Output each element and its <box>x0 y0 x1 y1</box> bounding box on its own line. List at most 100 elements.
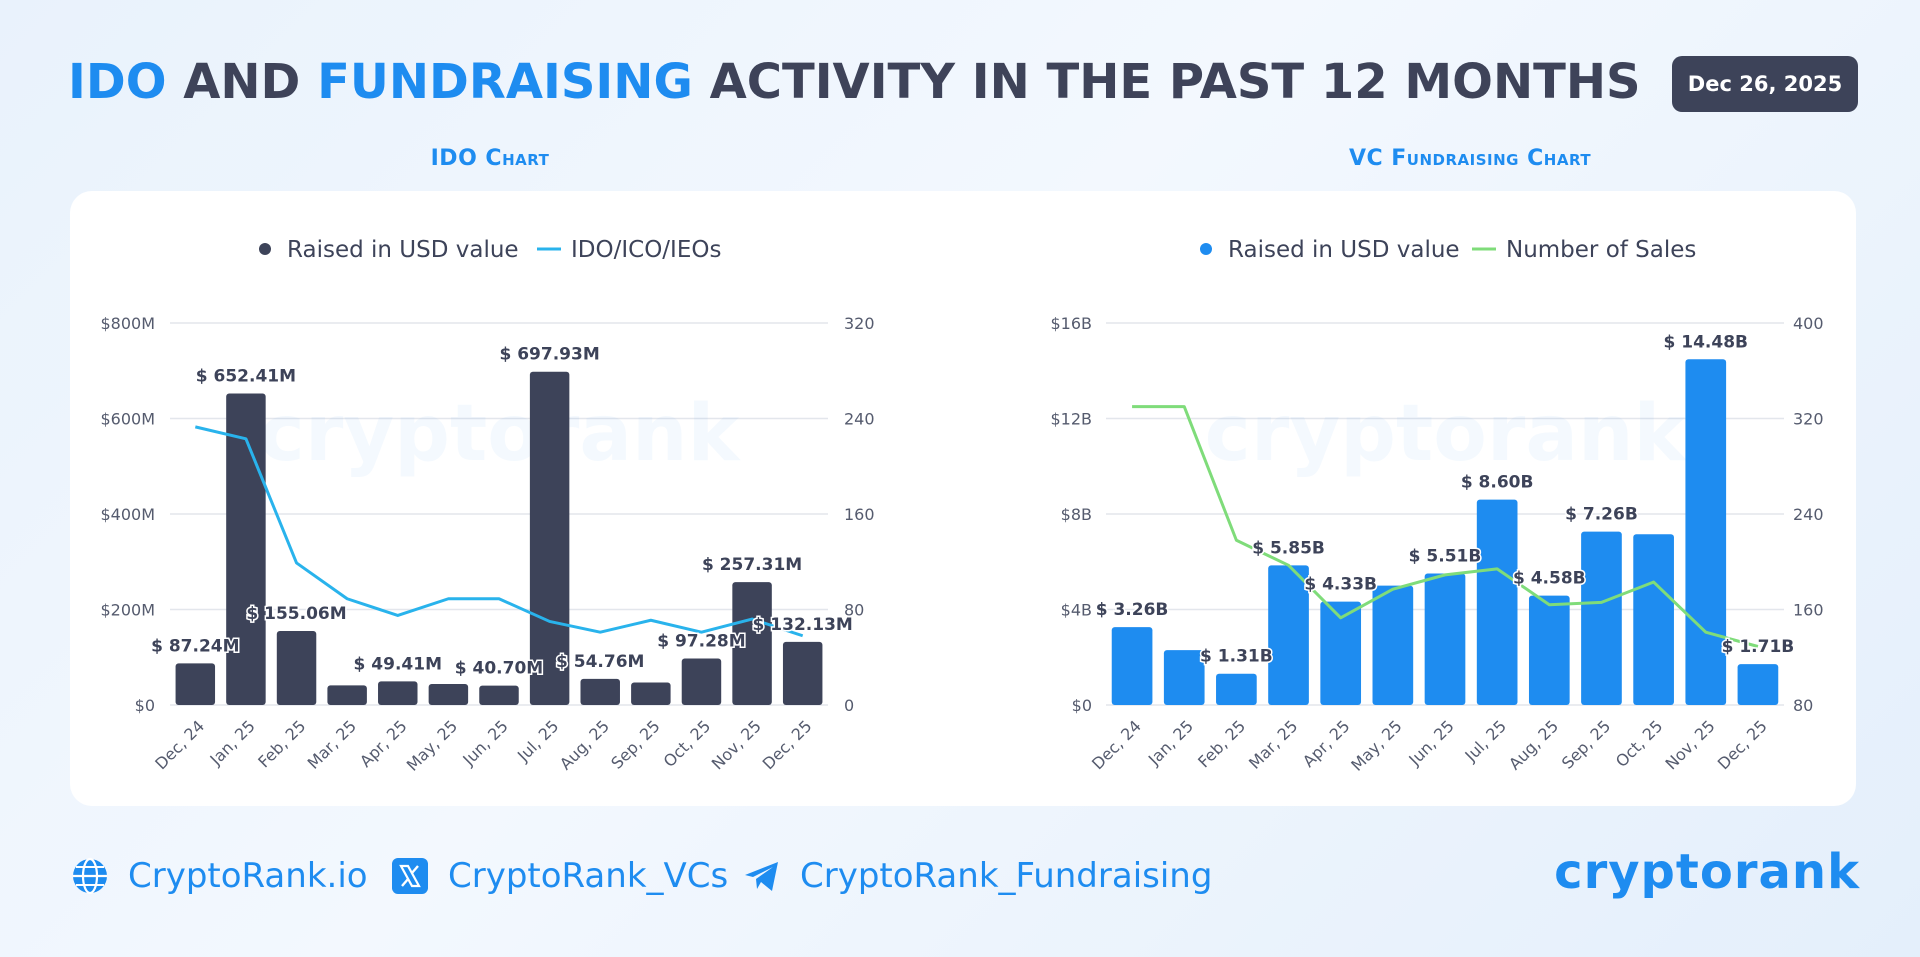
vc-category-label: Apr, 25 <box>1299 716 1354 771</box>
x-twitter-icon <box>392 858 428 894</box>
vc-right-tick: 320 <box>1793 410 1824 429</box>
vc-right-tick: 80 <box>1793 696 1813 715</box>
vc-bar <box>1163 650 1205 705</box>
ido-legend-dot <box>259 243 271 255</box>
vc-category-label: Oct, 25 <box>1612 716 1667 771</box>
vc-category-label: Sep, 25 <box>1558 716 1614 772</box>
ido-left-tick: $800M <box>100 314 155 333</box>
title-part-ido: IDO <box>68 54 167 110</box>
ido-bar <box>681 658 722 705</box>
vc-left-tick: $8B <box>1061 505 1092 524</box>
ido-left-tick: $0 <box>135 696 155 715</box>
vc-category-label: Jul, 25 <box>1461 716 1510 765</box>
vc-bar <box>1372 585 1414 705</box>
vc-data-label: $ 5.51B <box>1409 546 1482 566</box>
ido-data-label: $ 49.41M <box>354 654 442 674</box>
ido-right-tick: 0 <box>844 696 854 715</box>
ido-chart-title: IDO Chart <box>430 146 550 171</box>
vc-data-label: $ 4.58B <box>1513 569 1586 589</box>
ido-bar <box>580 678 620 705</box>
cryptorank-logo: cryptorank <box>1554 844 1860 900</box>
title-part-and: AND <box>166 54 318 110</box>
ido-data-label: $ 257.31M <box>702 555 802 575</box>
ido-data-label: $ 155.06M <box>246 604 346 624</box>
ido-legend-bars: Raised in USD value <box>287 237 519 263</box>
vc-bar <box>1476 499 1518 705</box>
footer-twitter-link[interactable]: CryptoRank_VCs <box>390 852 728 900</box>
ido-category-label: Oct, 25 <box>660 716 715 771</box>
telegram-icon <box>745 862 778 891</box>
vc-data-label: $ 4.33B <box>1304 575 1377 595</box>
ido-series-line <box>194 425 804 638</box>
vc-bar <box>1737 664 1779 705</box>
ido-bar <box>529 371 570 705</box>
vc-chart-title: VC Fundraising Chart <box>1348 146 1592 171</box>
vc-data-label: $ 7.26B <box>1565 505 1638 525</box>
title-part-fundraising: FUNDRAISING <box>317 54 693 110</box>
vc-category-label: Mar, 25 <box>1245 716 1301 772</box>
ido-bar <box>732 582 772 705</box>
vc-bar <box>1424 573 1466 705</box>
date-badge: Dec 26, 2025 <box>1672 56 1858 112</box>
ido-bar <box>428 683 469 705</box>
ido-data-label: $ 87.24M <box>151 636 239 656</box>
ido-bar <box>327 685 367 705</box>
ido-data-label: $ 652.41M <box>196 366 296 386</box>
ido-data-label: $ 54.76M <box>556 652 644 672</box>
vc-watermark: cryptorank <box>1205 389 1688 479</box>
vc-right-tick: 240 <box>1793 505 1824 524</box>
ido-category-label: May, 25 <box>403 716 461 774</box>
vc-bar <box>1528 595 1570 705</box>
ido-data-label: $ 97.28M <box>657 632 745 652</box>
ido-category-label: Dec, 24 <box>151 716 208 773</box>
ido-bar <box>276 630 317 705</box>
footer-twitter-label: CryptoRank_VCs <box>448 856 729 896</box>
vc-left-tick: $0 <box>1072 696 1092 715</box>
ido-category-label: Sep, 25 <box>607 716 663 772</box>
ido-left-tick: $200M <box>100 601 155 620</box>
ido-legend-line: IDO/ICO/IEOs <box>571 237 721 263</box>
globe-icon <box>73 857 107 895</box>
footer-telegram-link[interactable]: CryptoRank_Fundraising <box>742 852 1212 900</box>
vc-data-label: $ 3.26B <box>1096 600 1169 620</box>
ido-category-label: Jul, 25 <box>513 716 562 765</box>
title-part-rest: ACTIVITY IN THE PAST 12 MONTHS <box>692 54 1641 110</box>
footer-telegram-label: CryptoRank_Fundraising <box>800 856 1213 896</box>
vc-data-label: $ 5.85B <box>1252 538 1325 558</box>
footer-site-link[interactable]: CryptoRank.io <box>70 852 368 900</box>
ido-bar <box>631 682 671 705</box>
ido-category-label: Mar, 25 <box>304 716 360 772</box>
vc-category-label: Jun, 25 <box>1404 716 1457 769</box>
vc-series-line <box>1132 405 1759 648</box>
ido-left-tick: $400M <box>100 505 155 524</box>
vc-right-tick: 400 <box>1793 314 1824 333</box>
vc-left-tick: $16B <box>1050 314 1092 333</box>
vc-bar <box>1633 534 1674 705</box>
ido-category-label: Aug, 25 <box>556 716 613 773</box>
vc-legend-bars: Raised in USD value <box>1228 237 1460 263</box>
vc-left-tick: $4B <box>1061 601 1092 620</box>
vc-category-label: Aug, 25 <box>1505 716 1562 773</box>
vc-bar <box>1320 601 1362 705</box>
ido-data-label: $ 697.93M <box>499 345 599 365</box>
vc-category-label: Feb, 25 <box>1194 716 1249 771</box>
ido-right-tick: 160 <box>844 505 875 524</box>
vc-bar <box>1111 627 1153 705</box>
vc-legend-line: Number of Sales <box>1506 237 1696 263</box>
vc-data-label: $ 1.31B <box>1200 647 1273 667</box>
ido-bar <box>782 641 823 705</box>
vc-left-tick: $12B <box>1050 410 1092 429</box>
vc-category-label: Nov, 25 <box>1661 716 1718 773</box>
ido-bar <box>175 663 216 705</box>
page-title: IDO AND FUNDRAISING ACTIVITY IN THE PAST… <box>68 50 1641 114</box>
vc-bar <box>1216 673 1257 705</box>
ido-category-label: Nov, 25 <box>708 716 765 773</box>
ido-category-label: Apr, 25 <box>356 716 411 771</box>
vc-category-label: Dec, 24 <box>1088 716 1145 773</box>
ido-data-label: $ 132.13M <box>753 615 853 635</box>
ido-bar <box>226 393 266 705</box>
vc-data-label: $ 14.48B <box>1664 332 1748 352</box>
vc-data-label: $ 1.71B <box>1722 637 1795 657</box>
vc-data-label: $ 8.60B <box>1461 473 1534 493</box>
